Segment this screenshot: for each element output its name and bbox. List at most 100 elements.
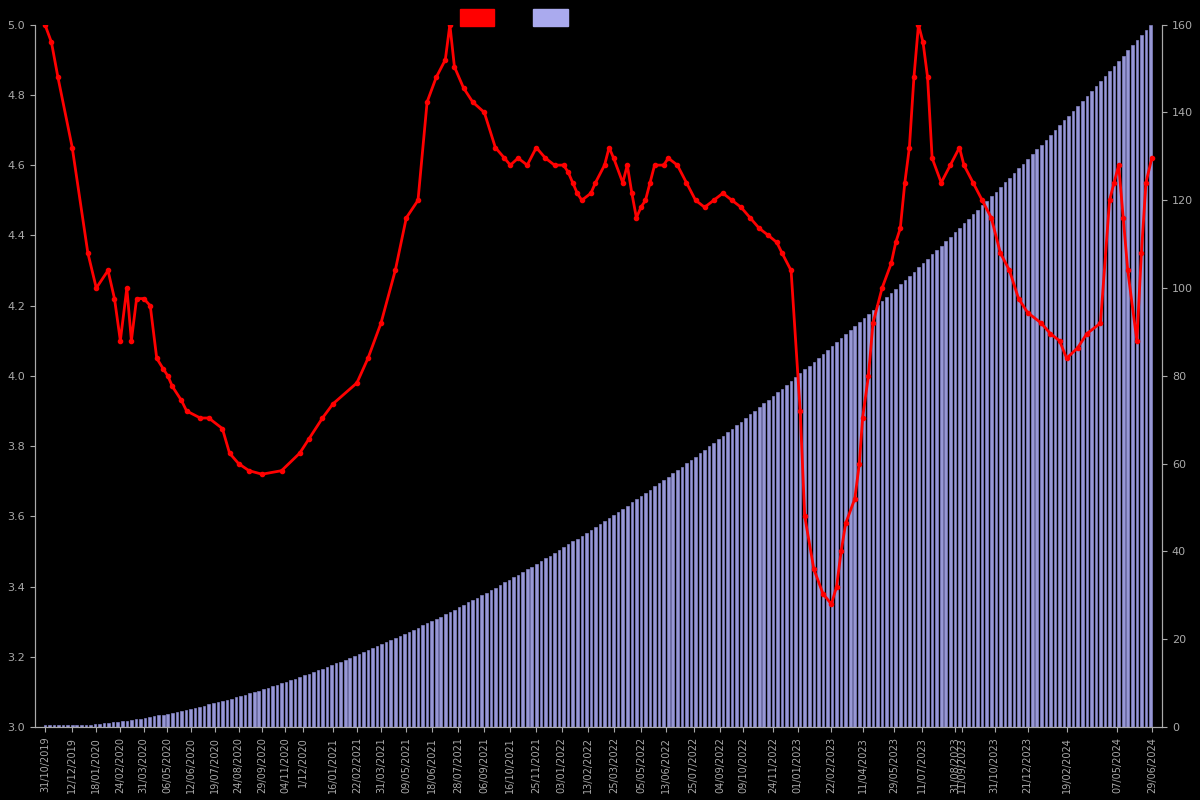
- Bar: [107, 723, 110, 727]
- Bar: [612, 514, 614, 727]
- Bar: [548, 556, 551, 727]
- Bar: [371, 649, 374, 727]
- Bar: [444, 614, 446, 727]
- Bar: [695, 457, 697, 727]
- Bar: [1117, 61, 1120, 727]
- Bar: [967, 219, 970, 727]
- Bar: [144, 718, 146, 727]
- Bar: [167, 714, 169, 727]
- Bar: [239, 696, 242, 727]
- Bar: [604, 521, 606, 727]
- Bar: [281, 683, 283, 727]
- Bar: [66, 725, 68, 727]
- Bar: [421, 626, 424, 727]
- Bar: [499, 585, 502, 727]
- Bar: [271, 686, 274, 727]
- Bar: [103, 723, 106, 727]
- Bar: [480, 595, 484, 727]
- Bar: [622, 509, 624, 727]
- Bar: [1044, 140, 1048, 727]
- Bar: [412, 630, 415, 727]
- Bar: [362, 652, 365, 727]
- Bar: [630, 502, 634, 727]
- Bar: [868, 314, 870, 727]
- Bar: [149, 717, 151, 727]
- Bar: [1109, 70, 1111, 727]
- Bar: [812, 362, 815, 727]
- Bar: [703, 450, 706, 727]
- Bar: [512, 578, 515, 727]
- Bar: [289, 680, 292, 727]
- Bar: [1054, 130, 1056, 727]
- Bar: [485, 593, 487, 727]
- Bar: [853, 326, 856, 727]
- Bar: [594, 527, 596, 727]
- Bar: [94, 725, 96, 727]
- Bar: [462, 605, 464, 727]
- Bar: [881, 302, 883, 727]
- Bar: [307, 674, 310, 727]
- Bar: [589, 530, 593, 727]
- Bar: [698, 453, 701, 727]
- Bar: [1135, 40, 1138, 727]
- Bar: [1003, 182, 1007, 727]
- Bar: [586, 533, 588, 727]
- Bar: [835, 342, 838, 727]
- Bar: [71, 725, 73, 727]
- Bar: [922, 263, 924, 727]
- Bar: [754, 410, 756, 727]
- Bar: [172, 713, 174, 727]
- Bar: [804, 370, 806, 727]
- Bar: [244, 694, 246, 727]
- Bar: [1013, 173, 1015, 727]
- Bar: [503, 582, 505, 727]
- Bar: [299, 677, 301, 727]
- Bar: [653, 486, 656, 727]
- Bar: [1122, 55, 1124, 727]
- Bar: [845, 334, 847, 727]
- Bar: [449, 612, 451, 727]
- Bar: [721, 436, 724, 727]
- Bar: [284, 682, 287, 727]
- Bar: [434, 618, 438, 727]
- Bar: [848, 330, 852, 727]
- Bar: [913, 272, 916, 727]
- Bar: [454, 610, 456, 727]
- Bar: [1090, 91, 1093, 727]
- Bar: [58, 725, 60, 727]
- Bar: [830, 346, 833, 727]
- Bar: [785, 385, 788, 727]
- Bar: [599, 524, 601, 727]
- Bar: [98, 724, 101, 727]
- Bar: [248, 694, 251, 727]
- Bar: [731, 429, 733, 727]
- Bar: [193, 708, 197, 727]
- Bar: [521, 572, 524, 727]
- Bar: [258, 690, 260, 727]
- Bar: [76, 725, 78, 727]
- Bar: [822, 354, 824, 727]
- Bar: [376, 646, 378, 727]
- Bar: [203, 706, 205, 727]
- Bar: [817, 358, 820, 727]
- Bar: [185, 710, 187, 727]
- Bar: [476, 598, 479, 727]
- Bar: [649, 490, 652, 727]
- Bar: [112, 722, 114, 727]
- Bar: [799, 374, 802, 727]
- Bar: [1049, 135, 1051, 727]
- Bar: [1094, 86, 1097, 727]
- Bar: [863, 318, 865, 727]
- Bar: [490, 590, 492, 727]
- Bar: [1072, 110, 1074, 727]
- Bar: [353, 656, 355, 727]
- Bar: [317, 670, 319, 727]
- Bar: [607, 518, 611, 727]
- Bar: [294, 678, 296, 727]
- Bar: [1040, 145, 1043, 727]
- Bar: [558, 550, 560, 727]
- Bar: [1026, 159, 1028, 727]
- Bar: [325, 667, 329, 727]
- Bar: [526, 570, 528, 727]
- Bar: [540, 561, 542, 727]
